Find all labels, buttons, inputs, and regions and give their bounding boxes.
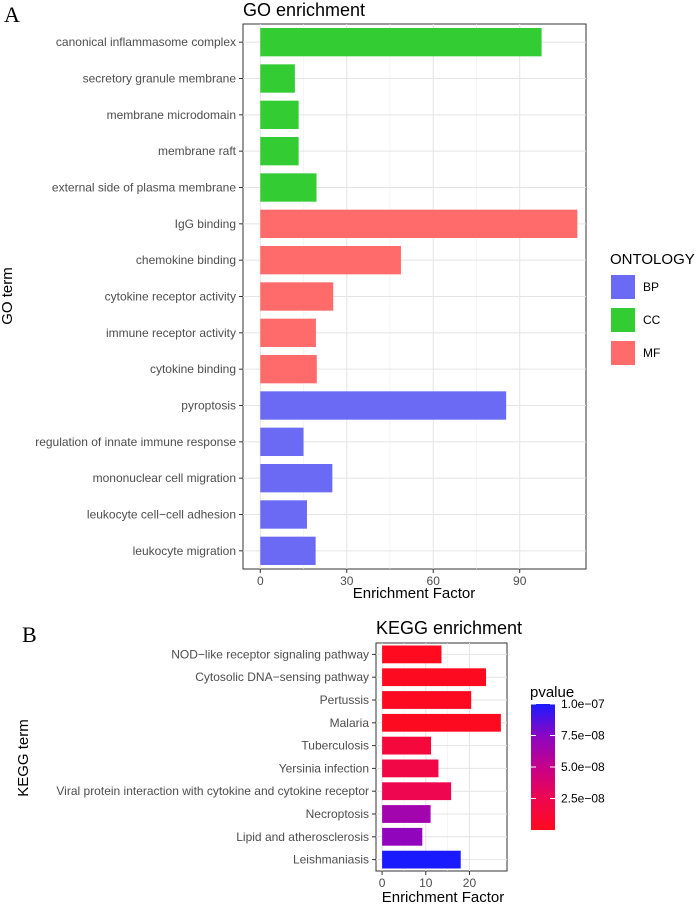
kegg-category-labels: NOD−like receptor signaling pathway Cytos… (56, 647, 376, 867)
kegg-x-axis-label: Enrichment Factor (382, 889, 505, 906)
go-bar (260, 463, 333, 493)
kegg-bar (382, 713, 501, 732)
colorbar-tick-label: 5.0e−08 (561, 760, 605, 774)
kegg-category-label: Necroptosis (306, 807, 369, 821)
go-category-label: mononuclear cell migration (93, 471, 236, 485)
colorbar-tick-label: 1.0e−07 (561, 697, 605, 711)
go-category-label: cytokine receptor activity (105, 290, 236, 304)
go-category-label: regulation of innate immune response (35, 435, 236, 449)
kegg-bar (382, 827, 423, 846)
go-legend-swatch (611, 341, 635, 365)
colorbar-tick-label: 2.5e−08 (561, 792, 605, 806)
go-category-label: chemokine binding (136, 253, 236, 267)
go-legend: BP CC MF (611, 275, 661, 365)
go-category-label: IgG binding (175, 217, 236, 231)
kegg-x-tick-label: 20 (463, 876, 477, 890)
kegg-category-label: Cytosolic DNA−sensing pathway (195, 670, 369, 684)
go-legend-swatch (611, 275, 635, 299)
go-category-label: membrane microdomain (107, 108, 236, 122)
go-bar (260, 136, 299, 166)
go-category-label: pyroptosis (181, 399, 236, 413)
go-x-axis-label: Enrichment Factor (353, 585, 476, 602)
kegg-bar (382, 782, 452, 801)
kegg-category-label: Pertussis (320, 693, 369, 707)
panel-b-letter: B (22, 622, 37, 647)
go-chart-title: GO enrichment (243, 0, 365, 20)
kegg-category-label: Lipid and atherosclerosis (236, 830, 369, 844)
go-x-tick-label: 60 (427, 574, 441, 588)
kegg-category-label: Leishmaniasis (293, 853, 369, 867)
go-y-axis-label: GO term (0, 267, 16, 325)
go-legend-label: BP (643, 280, 659, 294)
go-bar (260, 209, 578, 239)
go-category-label: cytokine binding (150, 362, 236, 376)
go-bar (260, 100, 299, 130)
go-bar (260, 536, 316, 566)
kegg-bars (382, 645, 501, 869)
go-category-label: external side of plasma membrane (52, 181, 236, 195)
go-legend-title: ONTOLOGY (610, 251, 695, 268)
kegg-category-label: Tuberculosis (301, 739, 369, 753)
go-category-labels: canonical inflammasome complex secretory … (35, 35, 243, 558)
go-category-label: membrane raft (158, 144, 237, 158)
go-bar (260, 282, 334, 311)
go-legend-label: CC (643, 313, 661, 327)
kegg-bar (382, 805, 431, 823)
go-bar (260, 64, 295, 93)
kegg-x-ticks: 0 10 20 (379, 871, 477, 890)
go-category-label: canonical inflammasome complex (56, 35, 236, 49)
go-bar (260, 500, 307, 529)
go-bar (260, 173, 317, 202)
kegg-category-label: Yersinia infection (279, 761, 369, 775)
kegg-category-label: Viral protein interaction with cytokine … (56, 784, 369, 798)
kegg-bar (382, 850, 461, 869)
go-x-tick-label: 0 (257, 574, 264, 588)
go-x-tick-label: 30 (340, 574, 354, 588)
kegg-legend-title: pvalue (530, 684, 574, 701)
colorbar-tick-label: 7.5e−08 (561, 729, 605, 743)
go-bar (260, 391, 507, 420)
go-category-label: immune receptor activity (106, 326, 236, 340)
kegg-x-tick-label: 10 (419, 876, 433, 890)
go-bar (260, 318, 316, 348)
kegg-category-label: Malaria (330, 716, 370, 730)
panel-a-letter: A (4, 2, 20, 27)
go-category-label: secretory granule membrane (83, 72, 237, 86)
kegg-bar (382, 759, 439, 778)
kegg-x-tick-label: 0 (379, 876, 386, 890)
go-legend-swatch (611, 308, 635, 332)
kegg-y-axis-label: KEGG term (15, 719, 32, 797)
kegg-legend: 2.5e−08 5.0e−08 7.5e−08 1.0e−07 (531, 697, 605, 806)
go-bars (260, 27, 578, 566)
go-bar (260, 427, 304, 457)
go-legend-label: MF (643, 346, 660, 360)
kegg-bar (382, 645, 442, 664)
kegg-bar (382, 736, 432, 755)
go-x-ticks: 0 30 60 90 (257, 569, 527, 588)
go-bar (260, 245, 401, 275)
go-bar (260, 27, 542, 57)
kegg-bar (382, 691, 472, 709)
go-bar (260, 354, 317, 384)
go-category-label: leukocyte migration (133, 544, 236, 558)
kegg-chart-title: KEGG enrichment (376, 618, 522, 638)
kegg-bar (382, 668, 487, 687)
go-x-tick-label: 90 (513, 574, 527, 588)
go-category-label: leukocyte cell−cell adhesion (87, 508, 236, 522)
kegg-category-label: NOD−like receptor signaling pathway (171, 647, 369, 661)
